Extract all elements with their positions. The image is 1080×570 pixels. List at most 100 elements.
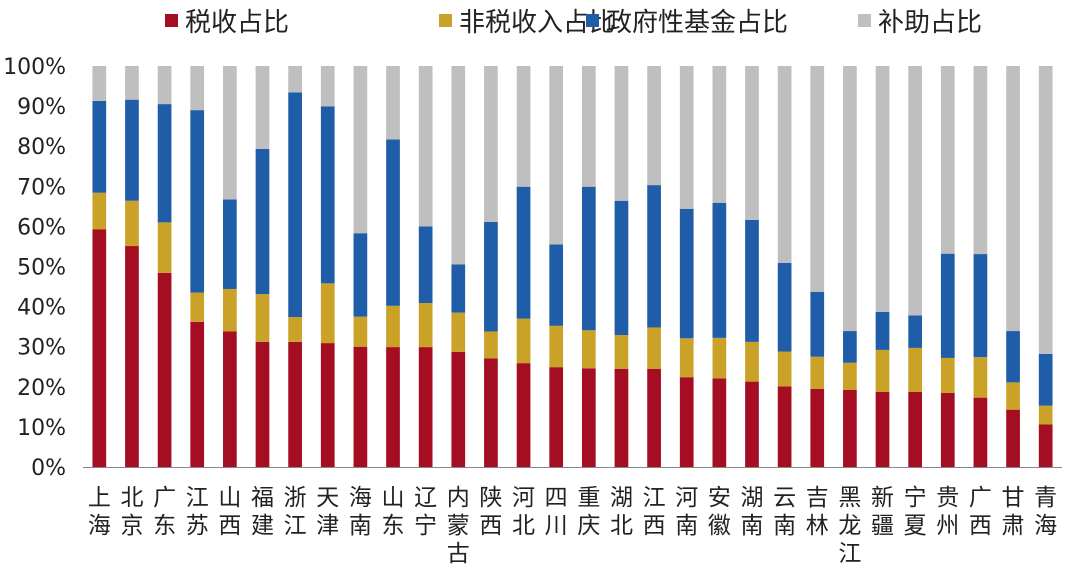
bar-segment-28-0 <box>1006 409 1020 467</box>
bar-stack-25 <box>908 66 923 467</box>
bar-segment-13-3 <box>516 66 531 187</box>
bar-segment-21-3 <box>777 66 792 263</box>
bar-segment-6-3 <box>288 66 302 93</box>
bar-segment-28-3 <box>1006 66 1020 332</box>
bar-stack-5 <box>255 66 270 467</box>
x-tick-label-11: 内蒙古 <box>447 485 470 567</box>
bar-segment-8-0 <box>353 346 368 467</box>
x-tick-label-12: 陕西 <box>479 485 502 539</box>
bar-segment-4-0 <box>223 331 237 467</box>
bar-segment-3-3 <box>190 66 205 111</box>
bar-segment-3-1 <box>190 292 205 322</box>
bar-stack-1 <box>125 66 139 467</box>
x-tick-label-6: 浙江 <box>284 485 307 539</box>
x-tick-label-29: 青海 <box>1034 485 1057 539</box>
bar-segment-8-2 <box>353 233 368 317</box>
bar-segment-6-1 <box>288 317 302 342</box>
bar-segment-17-2 <box>647 185 661 328</box>
bar-segment-0-1 <box>92 192 107 230</box>
y-tick-label-2: 20% <box>17 376 66 401</box>
bar-segment-13-2 <box>516 186 531 319</box>
bar-segment-15-1 <box>581 330 596 369</box>
bar-segment-2-1 <box>157 222 172 273</box>
x-tick-label-2: 广东 <box>153 485 176 539</box>
bar-segment-4-1 <box>223 288 237 332</box>
bar-segment-16-0 <box>614 368 629 467</box>
bar-segment-19-1 <box>712 337 727 379</box>
bar-segment-25-2 <box>908 315 923 348</box>
bar-segment-0-0 <box>92 229 107 467</box>
x-tick-label-21: 云南 <box>773 485 796 539</box>
bar-segment-3-2 <box>190 110 205 293</box>
bar-segment-10-1 <box>418 302 433 348</box>
bar-segment-23-1 <box>843 362 857 391</box>
x-tick-label-10: 辽宁 <box>414 485 437 539</box>
bar-segment-1-1 <box>125 200 139 247</box>
bar-stack-8 <box>353 66 368 467</box>
x-tick-label-5: 福建 <box>251 485 274 539</box>
bar-stack-20 <box>745 66 759 467</box>
x-tick-label-16: 湖北 <box>610 485 633 539</box>
bar-segment-28-2 <box>1006 331 1020 383</box>
bar-segment-23-0 <box>843 390 857 467</box>
bar-segment-23-2 <box>843 331 857 363</box>
bar-segment-22-0 <box>810 388 825 467</box>
bar-segment-18-3 <box>679 66 694 209</box>
bar-segment-24-3 <box>875 66 890 312</box>
bar-segment-9-3 <box>386 66 400 140</box>
y-tick-label-0: 0% <box>31 456 66 481</box>
bars <box>92 66 1053 467</box>
bar-segment-29-1 <box>1038 405 1053 425</box>
bar-stack-7 <box>320 66 335 467</box>
x-tick-label-0: 上海 <box>88 485 111 539</box>
legend-swatch-2 <box>586 14 599 27</box>
x-tick-label-17: 江西 <box>643 485 666 539</box>
x-tick-label-18: 河南 <box>675 485 698 539</box>
bar-segment-3-0 <box>190 321 205 467</box>
bar-segment-14-2 <box>549 244 564 326</box>
bar-segment-22-2 <box>810 291 825 357</box>
bar-segment-18-1 <box>679 338 694 378</box>
bar-segment-23-3 <box>843 66 857 332</box>
bar-stack-11 <box>451 66 466 467</box>
bar-segment-10-3 <box>418 66 433 227</box>
bar-segment-19-0 <box>712 378 727 467</box>
bar-segment-29-2 <box>1038 353 1053 406</box>
bar-segment-26-2 <box>940 253 955 358</box>
bar-stack-4 <box>223 66 237 467</box>
y-axis: 0% 10% 20% 30% 40% 50% 60% 70% 80% 90% 100% <box>3 55 66 481</box>
bar-segment-14-1 <box>549 325 564 368</box>
bar-stack-13 <box>516 66 531 467</box>
y-tick-label-3: 30% <box>17 336 66 361</box>
bar-stack-27 <box>973 66 988 467</box>
bar-stack-6 <box>288 66 302 467</box>
bar-segment-25-1 <box>908 347 923 393</box>
bar-stack-10 <box>418 66 433 467</box>
bar-segment-14-0 <box>549 367 564 467</box>
bar-stack-29 <box>1038 66 1053 467</box>
bar-segment-21-2 <box>777 262 792 352</box>
x-tick-label-8: 海南 <box>349 485 372 539</box>
bar-segment-19-2 <box>712 202 727 338</box>
bar-segment-10-0 <box>418 347 433 467</box>
bar-segment-28-1 <box>1006 382 1020 410</box>
x-tick-label-23: 黑龙江 <box>838 485 861 567</box>
x-tick-label-9: 山东 <box>382 485 405 539</box>
bar-segment-12-1 <box>484 331 498 359</box>
bar-stack-14 <box>549 66 564 467</box>
bar-segment-7-0 <box>320 343 335 467</box>
bar-segment-1-2 <box>125 99 139 201</box>
y-tick-label-1: 10% <box>17 416 66 441</box>
x-tick-label-27: 广西 <box>969 485 992 539</box>
x-tick-label-14: 四川 <box>545 485 568 539</box>
bar-segment-2-2 <box>157 104 172 223</box>
x-tick-label-26: 贵州 <box>936 485 959 539</box>
x-tick-label-19: 安徽 <box>708 485 731 539</box>
bar-segment-2-0 <box>157 272 172 467</box>
bar-segment-6-0 <box>288 341 302 467</box>
bar-segment-26-1 <box>940 357 955 393</box>
bar-segment-11-3 <box>451 66 466 265</box>
bar-stack-0 <box>92 66 107 467</box>
